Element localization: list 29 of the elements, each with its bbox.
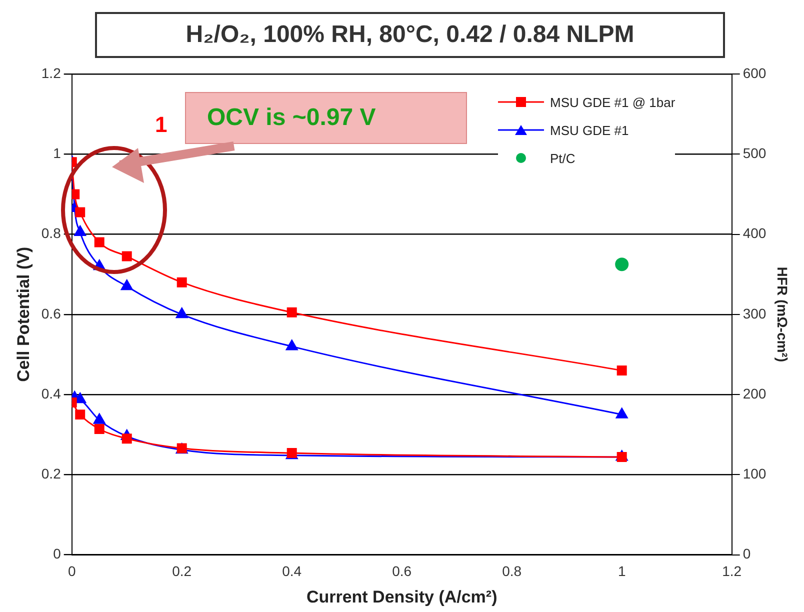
x-axis-title: Current Density (A/cm²) xyxy=(306,587,498,606)
y-axis-title: Cell Potential (V) xyxy=(14,246,33,382)
legend-label: Pt/C xyxy=(550,150,576,166)
x-tick-label: 0.2 xyxy=(172,563,192,580)
y-tick-label: 0.2 xyxy=(41,466,62,482)
y-tick-label: 0.4 xyxy=(41,385,62,402)
y2-tick-label: 600 xyxy=(742,64,766,81)
y2-axis-title: HFR (mΩ-cm²) xyxy=(774,266,791,362)
y-tick-label: 1.2 xyxy=(41,64,62,81)
legend-label: MSU GDE #1 xyxy=(550,122,629,138)
annotation: 1 xyxy=(155,112,168,138)
chart-title: H₂/O₂, 100% RH, 80°C, 0.42 / 0.84 NLPM xyxy=(95,12,725,58)
y2-tick-label: 300 xyxy=(742,305,766,322)
y2-tick-label: 200 xyxy=(742,385,766,402)
x-tick-label: 1.2 xyxy=(722,563,742,580)
legend-label: MSU GDE #1 @ 1bar xyxy=(550,94,676,110)
y-tick-label: 0.6 xyxy=(41,305,62,322)
y2-tick-label: 500 xyxy=(742,144,766,161)
y-tick-label: 0.8 xyxy=(41,225,62,242)
y-tick-label: 1 xyxy=(53,144,62,161)
y2-tick-label: 100 xyxy=(742,466,766,482)
x-tick-label: 1 xyxy=(618,563,626,580)
x-tick-label: 0.4 xyxy=(282,563,302,580)
x-tick-label: 0 xyxy=(68,563,76,580)
x-tick-label: 0.8 xyxy=(502,563,522,580)
y-tick-label: 0 xyxy=(53,546,62,562)
y2-tick-label: 0 xyxy=(742,546,751,562)
x-tick-label: 0.6 xyxy=(392,563,412,580)
y2-tick-label: 400 xyxy=(742,225,766,242)
